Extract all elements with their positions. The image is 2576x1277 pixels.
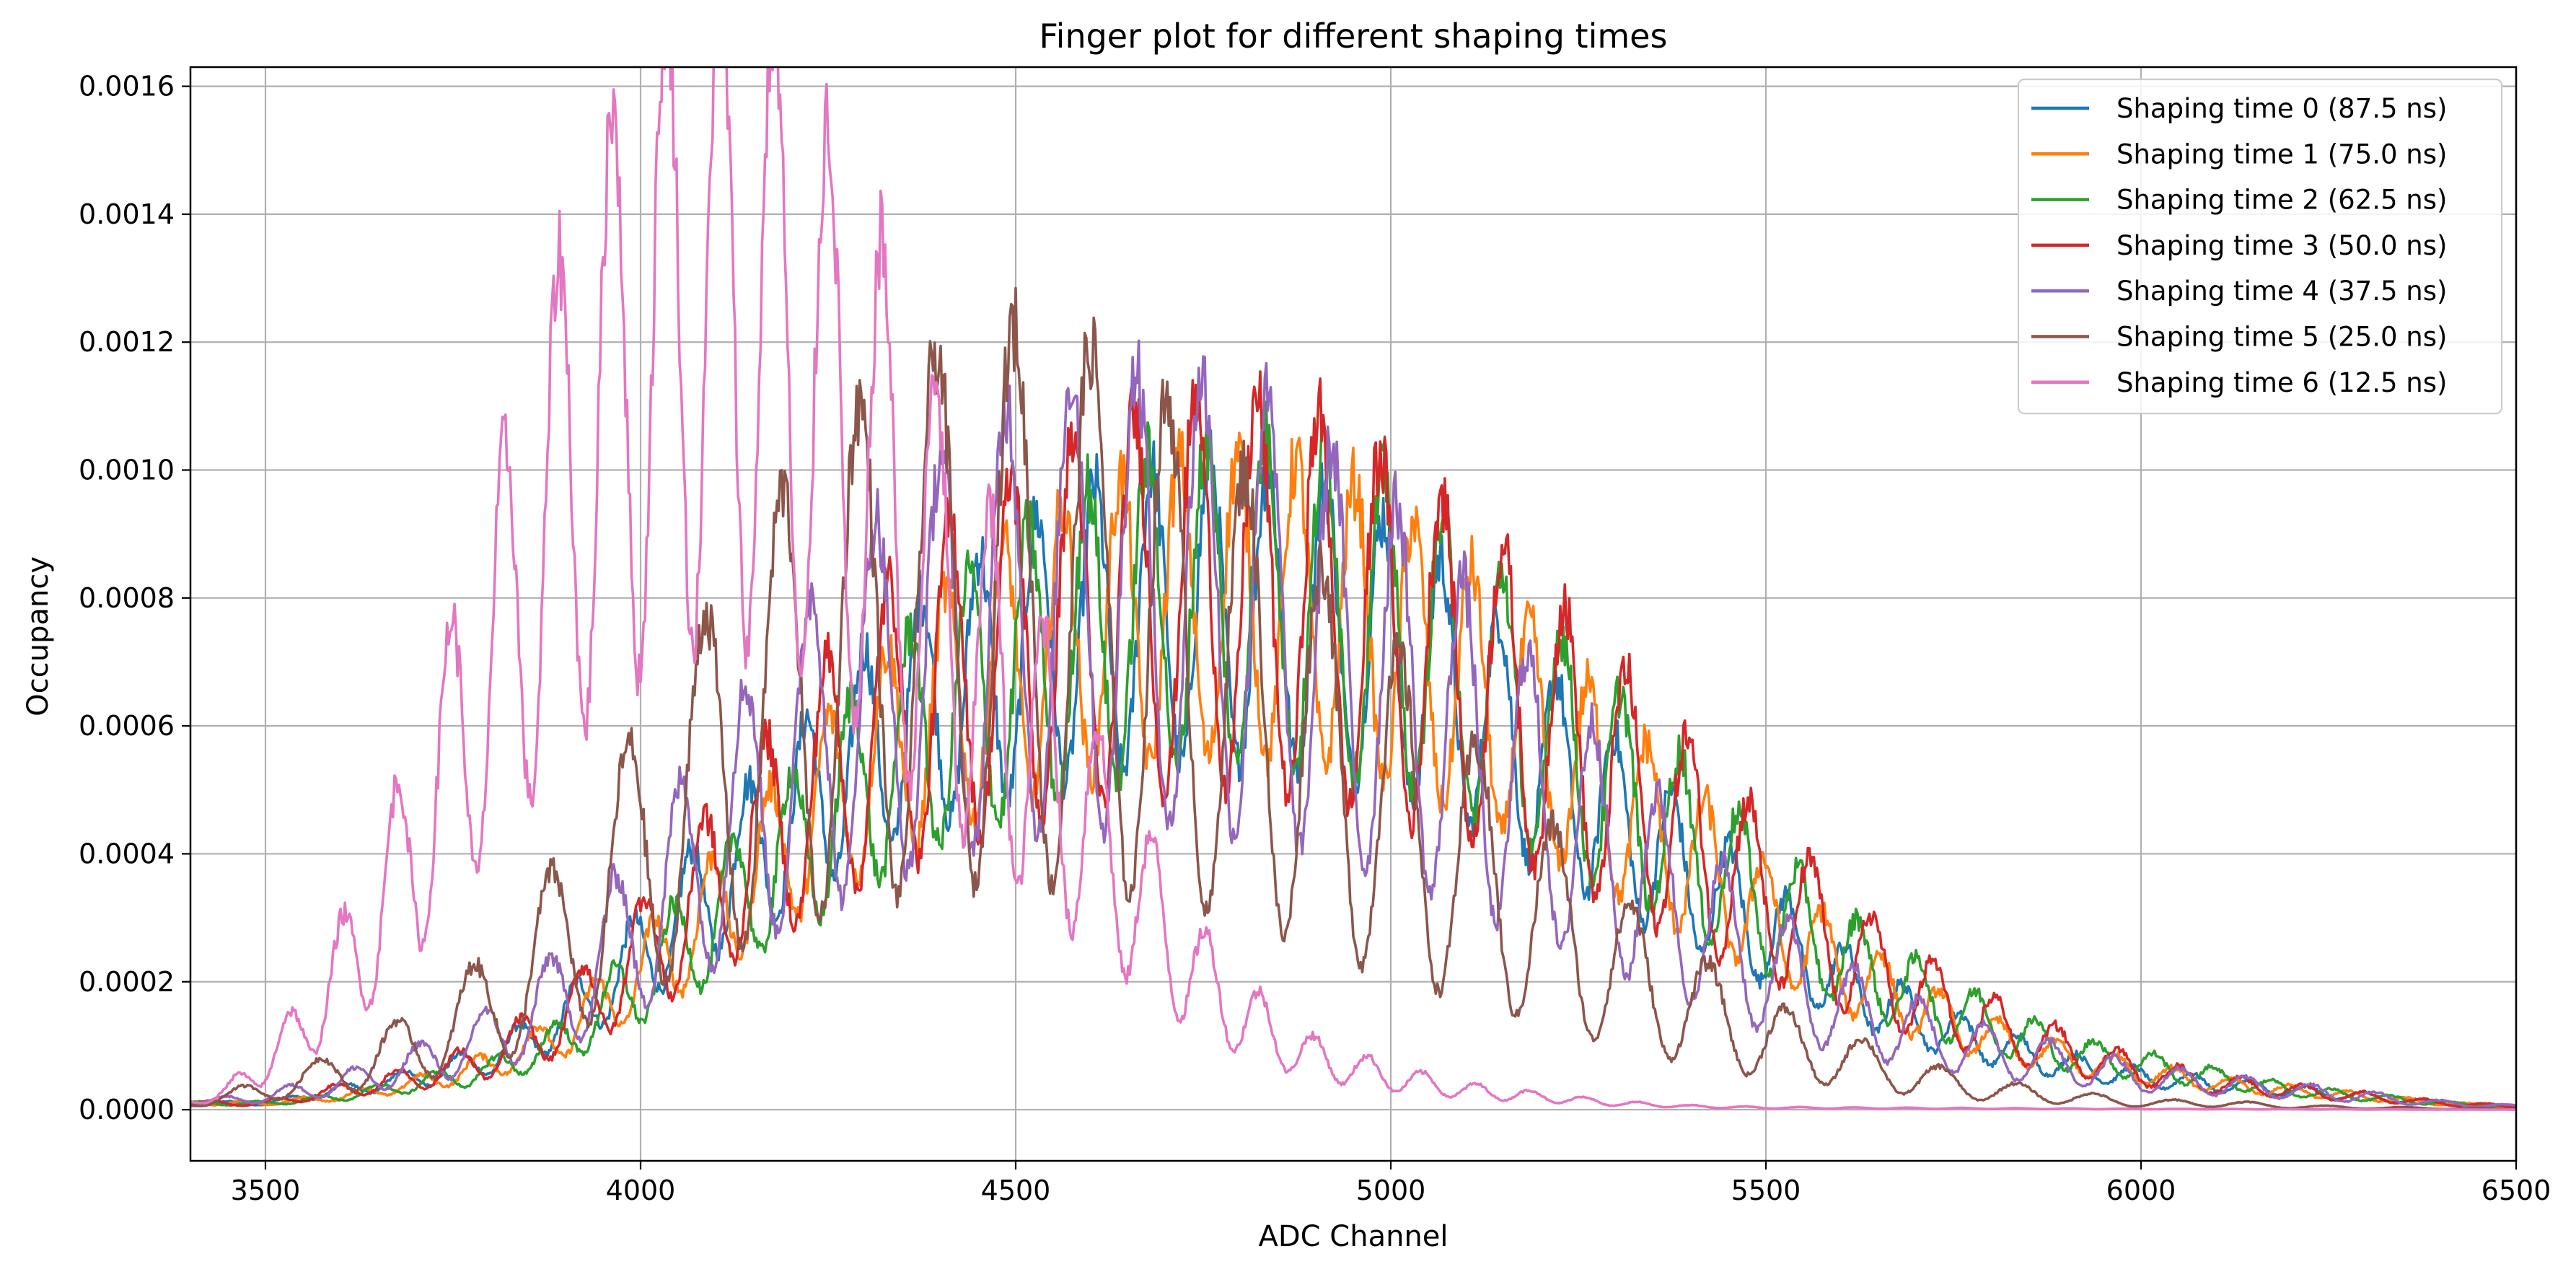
series-line-3 xyxy=(190,370,2516,1109)
legend-label-2: Shaping time 2 (62.5 ns) xyxy=(2116,185,2447,216)
series-line-6 xyxy=(190,67,2516,1111)
legend-label-0: Shaping time 0 (87.5 ns) xyxy=(2116,93,2447,124)
chart-title: Finger plot for different shaping times xyxy=(1039,17,1668,56)
y-tick-label: 0.0016 xyxy=(79,71,175,102)
y-tick-label: 0.0004 xyxy=(79,838,175,869)
y-tick-label: 0.0006 xyxy=(79,710,175,742)
y-axis-label: Occupancy xyxy=(22,556,55,716)
legend: Shaping time 0 (87.5 ns) Shaping time 1 (… xyxy=(2017,78,2503,415)
legend-label-4: Shaping time 4 (37.5 ns) xyxy=(2116,276,2447,307)
y-tick-label: 0.0008 xyxy=(79,582,175,614)
series-line-4 xyxy=(190,339,2516,1109)
legend-label-1: Shaping time 1 (75.0 ns) xyxy=(2116,139,2447,170)
plot-area xyxy=(190,67,2516,1111)
x-tick-label: 5000 xyxy=(1356,1175,1426,1206)
y-tick-label: 0.0012 xyxy=(79,326,175,358)
y-tick-label: 0.0010 xyxy=(79,455,175,486)
legend-label-6: Shaping time 6 (12.5 ns) xyxy=(2116,367,2447,398)
x-tick-label: 5500 xyxy=(1731,1175,1801,1206)
y-tick-label: 0.0000 xyxy=(79,1094,175,1125)
series-line-5 xyxy=(190,286,2516,1111)
y-tick-label: 0.0002 xyxy=(79,966,175,998)
x-axis-ticks: 3500 4000 4500 5000 5500 6000 6500 xyxy=(231,1161,2551,1206)
x-axis-label: ADC Channel xyxy=(1258,1220,1448,1253)
x-tick-label: 4000 xyxy=(606,1175,676,1206)
x-tick-label: 6000 xyxy=(2106,1175,2176,1206)
y-axis-ticks: 0.0000 0.0002 0.0004 0.0006 0.0008 0.0010 0.00… xyxy=(79,71,190,1125)
legend-label-5: Shaping time 5 (25.0 ns) xyxy=(2116,322,2447,353)
y-tick-label: 0.0014 xyxy=(79,198,175,230)
plot-frame xyxy=(189,66,2518,1162)
x-tick-label: 3500 xyxy=(231,1175,301,1206)
series-lines xyxy=(190,67,2516,1111)
legend-label-3: Shaping time 3 (50.0 ns) xyxy=(2116,230,2447,261)
x-tick-label: 4500 xyxy=(981,1175,1051,1206)
legend-box xyxy=(2017,78,2503,415)
x-tick-label: 6500 xyxy=(2482,1175,2551,1206)
